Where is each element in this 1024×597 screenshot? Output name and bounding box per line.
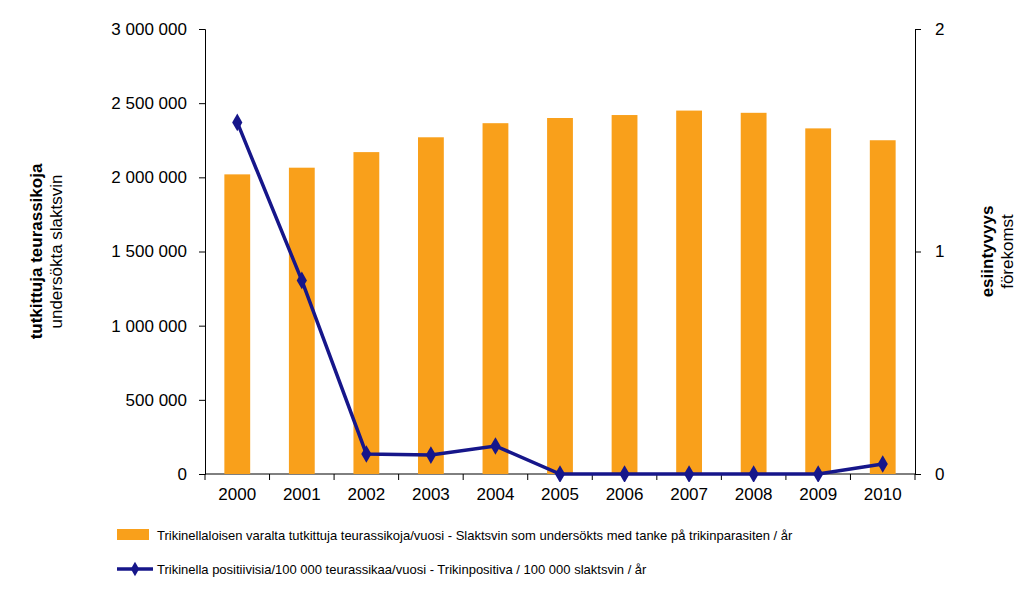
marker [361, 445, 371, 463]
y2-axis-title: esiintyvyysförekomst [978, 206, 1017, 298]
bar [612, 115, 638, 474]
bar [870, 140, 896, 474]
y-tick-mark [199, 400, 205, 401]
line-series [232, 114, 888, 482]
y-axis-title-line: tutkittuja teurassikoja [27, 163, 46, 339]
y-tick: 500 000 [126, 391, 205, 410]
y-tick: 0 [178, 465, 205, 484]
bar [224, 174, 250, 474]
x-tick-label: 2009 [799, 485, 837, 504]
y-tick-label: 1 500 000 [111, 242, 187, 261]
y-axis-title-line: undersökta slaktsvin [47, 174, 66, 328]
marker [684, 465, 694, 482]
x-tick-label: 2004 [477, 485, 515, 504]
legend-item: Trikinella positiivisia/100 000 teurassi… [117, 562, 647, 577]
y-tick-mark [199, 177, 205, 178]
y2-axis-line [916, 30, 922, 475]
y-tick: 1 000 000 [111, 317, 205, 336]
x-tick-label: 2008 [735, 485, 773, 504]
marker [555, 465, 565, 482]
marker [490, 437, 500, 455]
legend-item: Trikinellaloisen varalta tutkittuja teur… [117, 528, 793, 543]
x-tick-label: 2003 [412, 485, 450, 504]
y2-tick: 1 [915, 242, 944, 261]
line [237, 122, 882, 474]
marker [297, 272, 307, 290]
y-tick: 3 000 000 [111, 20, 205, 39]
y-tick-label: 3 000 000 [111, 20, 187, 39]
y-tick-label: 500 000 [126, 391, 187, 410]
y-tick-mark [199, 252, 205, 253]
x-tick: 2000 [218, 474, 256, 504]
category-separator [205, 474, 206, 480]
category-separator [527, 474, 528, 480]
x-tick-label: 2000 [218, 485, 256, 504]
legend-swatch [117, 529, 149, 540]
y-axis: 0 500 000 1 000 000 1 500 000 2 000 000 2 500… [111, 20, 205, 484]
legend-marker [131, 562, 139, 576]
category-separator [463, 474, 464, 480]
x-tick: 2004 [477, 474, 515, 504]
legend: Trikinellaloisen varalta tutkittuja teur… [117, 528, 793, 577]
y2-axis: 0 1 2 [915, 20, 944, 484]
bar [289, 168, 315, 474]
marker [878, 455, 888, 473]
marker [619, 465, 629, 482]
y2-tick: 0 [915, 465, 944, 484]
x-tick-label: 2001 [283, 485, 321, 504]
x-tick-label: 2006 [606, 485, 644, 504]
marker [232, 114, 242, 132]
x-tick-label: 2005 [541, 485, 579, 504]
y2-tick-mark [915, 29, 921, 30]
bar [805, 128, 831, 474]
y-tick-label: 0 [178, 465, 187, 484]
legend-label: Trikinella positiivisia/100 000 teurassi… [157, 562, 647, 577]
marker [749, 465, 759, 482]
y2-tick-label: 1 [935, 242, 944, 261]
bar [483, 123, 509, 474]
chart: 0 500 000 1 000 000 1 500 000 2 000 000 2 500… [0, 0, 1024, 597]
x-tick-label: 2007 [670, 485, 708, 504]
legend-label: Trikinellaloisen varalta tutkittuja teur… [157, 528, 793, 543]
y2-axis-title-line: förekomst [998, 214, 1017, 289]
y-tick-mark [199, 474, 205, 475]
x-tick-label: 2010 [864, 485, 902, 504]
category-separator [398, 474, 399, 480]
y2-tick-label: 2 [935, 20, 944, 39]
x-tick: 2001 [283, 474, 321, 504]
x-tick: 2010 [864, 474, 902, 504]
category-separator [915, 474, 916, 480]
bar [741, 113, 767, 474]
y-axis-line [199, 30, 206, 475]
y-tick-mark [199, 29, 205, 30]
plot-area [224, 111, 895, 482]
x-tick: 2003 [412, 474, 450, 504]
y-tick: 2 000 000 [111, 168, 205, 187]
category-separator [850, 474, 851, 480]
bar [418, 137, 444, 474]
y-tick: 1 500 000 [111, 242, 205, 261]
y2-tick: 2 [915, 20, 944, 39]
y-tick-mark [199, 103, 205, 104]
bar-series [224, 111, 895, 474]
y2-tick-mark [915, 252, 921, 253]
marker [426, 446, 436, 464]
marker [813, 465, 823, 482]
bar [676, 111, 702, 474]
y-axis-title: tutkittuja teurassikojaundersökta slakts… [27, 163, 66, 339]
y-tick-label: 1 000 000 [111, 317, 187, 336]
category-separator [334, 474, 335, 480]
y-tick-label: 2 500 000 [111, 94, 187, 113]
y2-tick-label: 0 [935, 465, 944, 484]
y2-axis-title-line: esiintyvyys [978, 206, 997, 298]
bar [547, 118, 573, 474]
y-tick-label: 2 000 000 [111, 168, 187, 187]
y2-tick-mark [915, 474, 921, 475]
x-tick-label: 2002 [347, 485, 385, 504]
y-tick-mark [199, 326, 205, 327]
x-tick: 2002 [347, 474, 385, 504]
category-separator [269, 474, 270, 480]
y-tick: 2 500 000 [111, 94, 205, 113]
